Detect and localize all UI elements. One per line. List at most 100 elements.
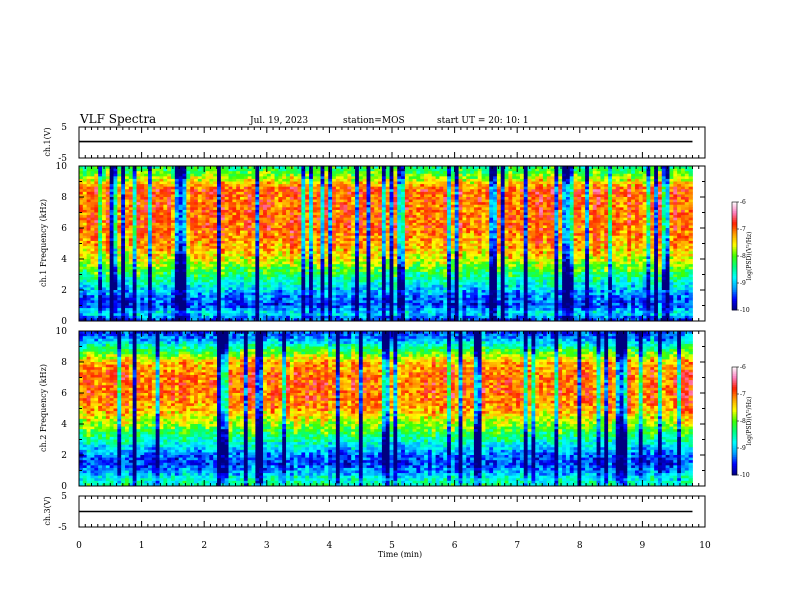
spectrogram-cell	[378, 269, 383, 273]
spectrogram-cell	[163, 302, 168, 306]
spectrogram-cell	[358, 277, 364, 281]
spectrogram-cell	[240, 302, 245, 306]
spectrogram-cell	[247, 292, 252, 296]
spectrogram-cell	[347, 225, 352, 229]
spectrogram-cell	[167, 261, 172, 265]
spectrogram-cell	[328, 315, 333, 319]
spectrogram-cell	[140, 308, 145, 312]
spectrogram-cell	[370, 217, 375, 221]
spectrogram-cell	[343, 271, 348, 275]
spectrogram-cell	[259, 186, 264, 190]
spectrogram-cell	[217, 305, 222, 309]
spectrogram-cell	[286, 184, 291, 188]
spectrogram-cell	[247, 271, 252, 275]
spectrogram-cell	[355, 277, 360, 281]
spectrogram-cell	[128, 194, 134, 198]
spectrogram-cell	[293, 297, 298, 301]
spectrogram-cell	[289, 207, 295, 211]
spectrogram-cell	[213, 284, 218, 288]
spectrogram-cell	[351, 269, 356, 273]
spectrogram-cell	[343, 181, 348, 185]
spectrogram-cell	[182, 248, 187, 252]
spectrogram-cell	[328, 184, 333, 188]
spectrogram-cell	[297, 238, 302, 242]
spectrogram-cell	[381, 233, 387, 237]
spectrogram-cell	[178, 251, 183, 255]
spectrogram-cell	[270, 308, 275, 312]
spectrogram-cell	[347, 279, 352, 283]
spectrogram-cell	[167, 310, 172, 314]
spectrogram-cell	[155, 168, 160, 172]
spectrogram-cell	[282, 176, 287, 180]
spectrogram-cell	[163, 173, 168, 177]
spectrogram-cell	[132, 186, 137, 190]
spectrogram-cell	[220, 251, 226, 255]
spectrogram-cell	[186, 204, 191, 208]
spectrogram-cell	[186, 253, 191, 257]
spectrogram-cell	[339, 248, 344, 252]
spectrogram-cell	[171, 197, 176, 200]
spectrogram-cell	[125, 217, 130, 221]
spectrogram-cell	[274, 279, 279, 283]
spectrogram-cell	[205, 305, 210, 309]
spectrogram-cell	[243, 204, 249, 208]
spectrogram-cell	[362, 235, 367, 239]
spectrogram-cell	[220, 305, 226, 309]
spectrogram-cell	[251, 204, 256, 208]
spectrogram-cell	[358, 207, 364, 211]
spectrogram-cell	[320, 243, 325, 247]
spectrogram-cell	[301, 197, 306, 200]
spectrogram-cell	[370, 259, 375, 262]
spectrogram-cell	[293, 184, 298, 188]
spectrogram-cell	[358, 295, 364, 299]
spectrogram-cell	[328, 166, 333, 169]
spectrogram-cell	[144, 266, 149, 270]
spectrogram-cell	[159, 189, 164, 193]
spectrogram-cell	[167, 248, 172, 252]
spectrogram-cell	[209, 209, 214, 213]
spectrogram-cell	[167, 290, 172, 293]
spectrogram-cell	[105, 184, 111, 188]
spectrogram-cell	[105, 220, 111, 224]
spectrogram-cell	[259, 171, 264, 175]
spectrogram-cell	[232, 284, 237, 288]
spectrogram-cell	[228, 171, 233, 175]
spectrogram-cell	[362, 186, 367, 190]
spectrogram-cell	[293, 191, 298, 195]
spectrogram-cell	[309, 271, 314, 275]
spectrogram-cell	[205, 284, 210, 288]
spectrogram-cell	[113, 310, 118, 314]
spectrogram-cell	[136, 264, 141, 268]
spectrogram-cell	[286, 269, 291, 273]
spectrogram-cell	[209, 248, 214, 252]
spectrogram-cell	[343, 282, 348, 286]
spectrogram-cell	[90, 217, 95, 221]
spectrogram-cell	[266, 186, 272, 190]
spectrogram-cell	[148, 256, 153, 260]
spectrogram-cell	[155, 266, 160, 270]
spectrogram-cell	[86, 235, 91, 239]
spectrogram-cell	[94, 215, 99, 219]
spectrogram-cell	[297, 287, 302, 291]
spectrogram-cell	[247, 222, 252, 226]
spectrogram-cell	[155, 318, 160, 322]
spectrogram-cell	[397, 181, 402, 185]
spectrogram-cell	[94, 199, 99, 203]
spectrogram-cell	[347, 282, 352, 286]
spectrogram-cell	[171, 202, 176, 206]
spectrogram-cell	[243, 297, 249, 301]
spectrogram-cell	[381, 279, 387, 283]
spectrogram-cell	[255, 181, 260, 185]
spectrogram-cell	[381, 209, 387, 213]
spectrogram-cell	[201, 308, 206, 312]
spectrogram-cell	[105, 302, 111, 306]
spectrogram-cell	[105, 292, 111, 296]
spectrogram-cell	[339, 271, 344, 275]
spectrogram-cell	[289, 228, 295, 231]
spectrogram-cell	[316, 246, 321, 250]
spectrogram-cell	[228, 271, 233, 275]
spectrogram-cell	[155, 315, 160, 319]
spectrogram-cell	[190, 308, 195, 312]
spectrogram-cell	[171, 215, 176, 219]
spectrogram-cell	[370, 233, 375, 237]
